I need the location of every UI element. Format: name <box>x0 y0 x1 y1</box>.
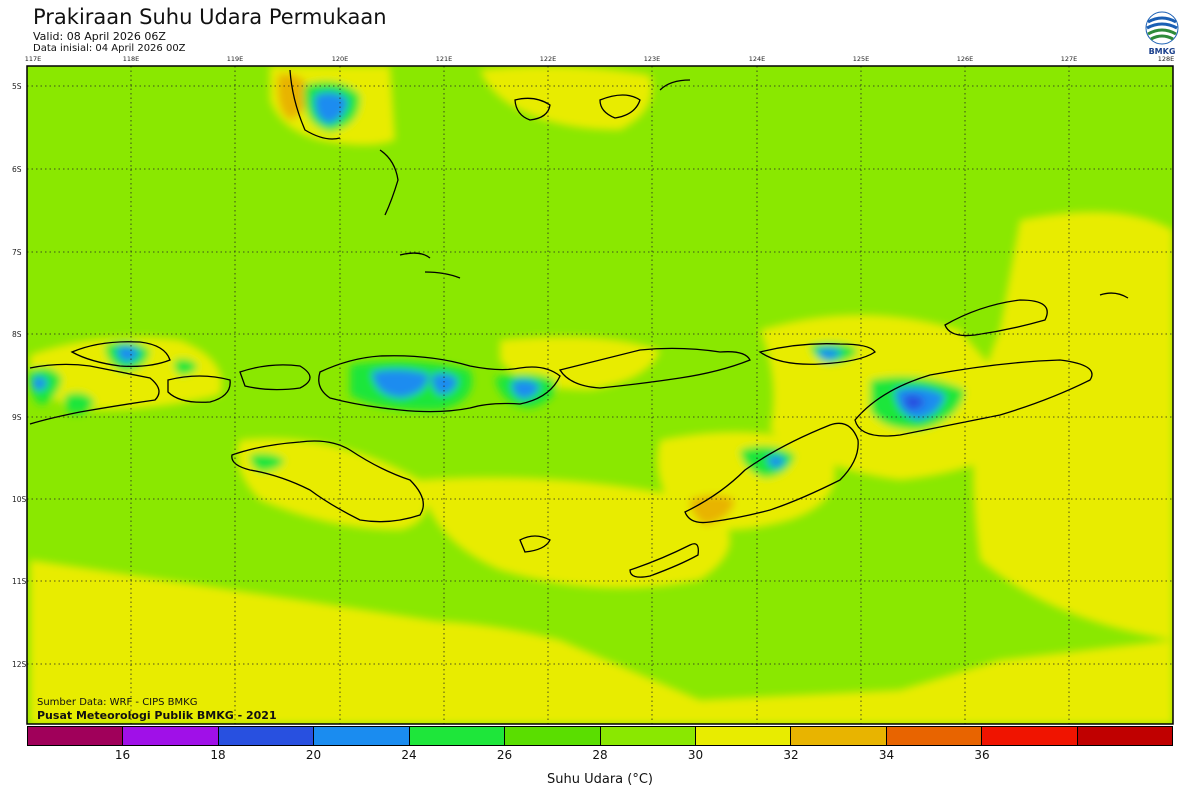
colorbar-segment <box>123 727 219 745</box>
colorbar-segment <box>886 727 983 745</box>
colorbar-segment <box>409 727 506 745</box>
colorbar-segment <box>1077 727 1173 745</box>
lon-tick-label: 119E <box>227 55 244 63</box>
logo-label: BMKG <box>1149 47 1176 56</box>
header: Prakiraan Suhu Udara Permukaan Valid: 08… <box>0 0 1200 62</box>
lon-tick-label: 123E <box>644 55 661 63</box>
colorbar-segment <box>505 727 601 745</box>
lon-tick-label: 121E <box>436 55 453 63</box>
temperature-field <box>29 66 1173 724</box>
colorbar-tick-label: 20 <box>305 748 322 762</box>
colorbar-tick-label: 26 <box>496 748 513 762</box>
graticule <box>27 66 1173 724</box>
colorbar-segment <box>600 727 696 745</box>
lat-tick-label: 12S <box>12 660 27 669</box>
colorbar-tick-label: 18 <box>210 748 226 762</box>
lat-tick-label: 5S <box>12 82 22 91</box>
lat-tick-label: 9S <box>12 413 22 422</box>
producer-credit: Pusat Meteorologi Publik BMKG - 2021 <box>37 709 277 722</box>
colorbar-segment <box>791 727 887 745</box>
lat-tick-label: 6S <box>12 165 22 174</box>
lat-tick-label: 10S <box>12 495 27 504</box>
lon-tick-label: 118E <box>123 55 140 63</box>
lon-tick-label: 120E <box>332 55 349 63</box>
data-initial-time: Data inisial: 04 April 2026 00Z <box>33 43 186 54</box>
map-frame <box>26 65 1174 725</box>
lon-tick-label: 122E <box>540 55 557 63</box>
coastlines <box>29 69 1129 578</box>
lon-tick-label: 124E <box>749 55 766 63</box>
bmkg-logo: BMKG <box>1140 8 1184 58</box>
colorbar-tick-label: 28 <box>592 748 608 762</box>
lon-tick-label: 126E <box>957 55 974 63</box>
colorbar-tick-label: 24 <box>401 748 417 762</box>
map-title: Prakiraan Suhu Udara Permukaan <box>33 5 387 29</box>
colorbar-tick-label: 30 <box>687 748 704 762</box>
colorbar-label: Suhu Udara (°C) <box>547 772 653 787</box>
bmkg-logo-icon: BMKG <box>1145 11 1179 56</box>
lat-tick-label: 8S <box>12 330 22 339</box>
colorbar-segment <box>982 727 1078 745</box>
colorbar-segment <box>314 727 410 745</box>
lat-tick-label: 11S <box>12 577 27 586</box>
colorbar-segment <box>218 727 315 745</box>
longitude-labels: 117E 118E 119E 120E 121E 122E 123E 124E 125E 126E… <box>25 55 1175 63</box>
data-source: Sumber Data: WRF - CIPS BMKG <box>37 697 198 708</box>
colorbar-tick-label: 32 <box>783 748 799 762</box>
colorbar-segment <box>695 727 792 745</box>
lon-tick-label: 125E <box>853 55 870 63</box>
colorbar-segment <box>28 727 124 745</box>
colorbar-tick-label: 36 <box>974 748 990 762</box>
lon-tick-label: 128E <box>1158 55 1175 63</box>
colorbar-tick-label: 34 <box>878 748 895 762</box>
lat-tick-label: 7S <box>12 248 22 257</box>
lon-tick-label: 117E <box>25 55 42 63</box>
colorbar <box>27 726 1173 746</box>
valid-time: Valid: 08 April 2026 06Z <box>33 30 166 43</box>
lon-tick-label: 127E <box>1061 55 1078 63</box>
colorbar-tick-label: 16 <box>114 748 131 762</box>
latitude-labels: 5S 6S 7S 8S 9S 10S 11S 12S <box>12 82 27 669</box>
